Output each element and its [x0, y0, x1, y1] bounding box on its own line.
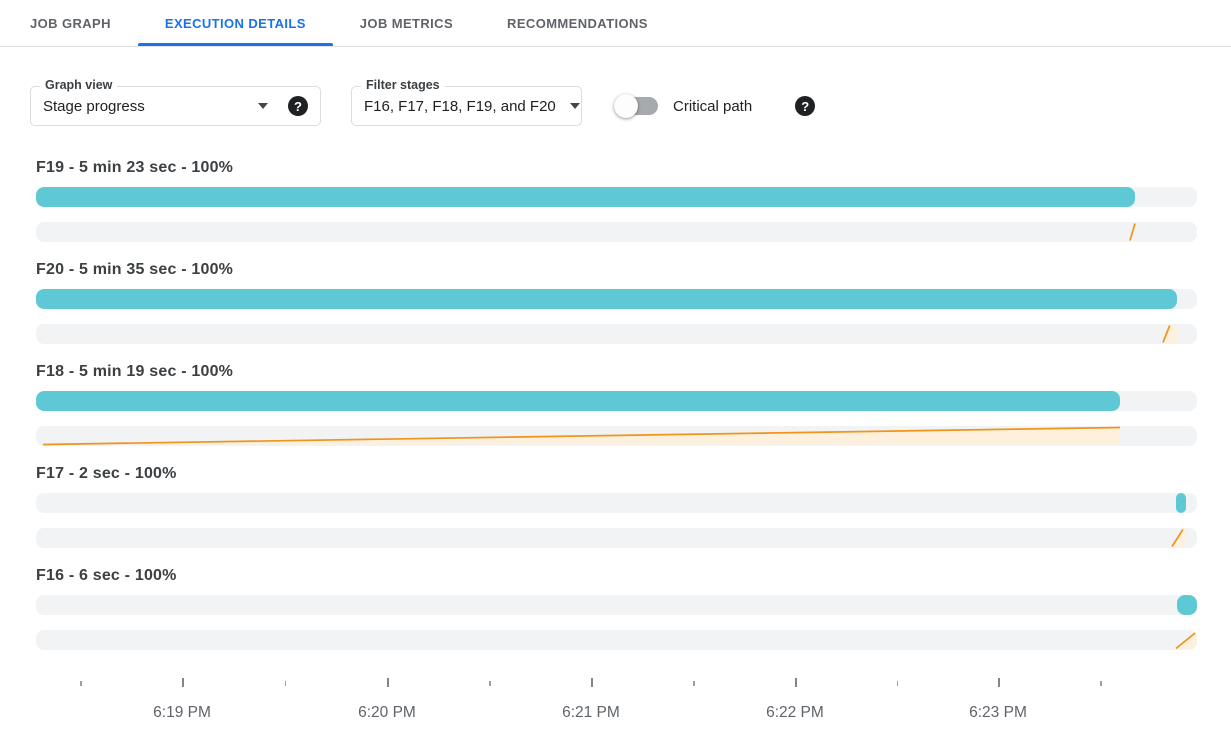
time-label: 6:22 PM: [766, 704, 824, 721]
stage-title: F18 - 5 min 19 sec - 100%: [36, 363, 234, 380]
major-tick: [998, 678, 1000, 687]
time-label: 6:23 PM: [969, 704, 1027, 721]
critical-path-sparkline: [1162, 325, 1178, 343]
filter-stages-select[interactable]: Filter stages F16, F17, F18, F19, and F2…: [351, 78, 582, 126]
help-icon[interactable]: ?: [288, 96, 308, 116]
stage-progress-bar[interactable]: [36, 595, 1197, 615]
tab-job-metrics[interactable]: JOB METRICS: [359, 15, 454, 31]
stage-progress-fill: [1177, 595, 1197, 615]
stage-progress-bar[interactable]: [36, 493, 1197, 513]
tab-execution-details[interactable]: EXECUTION DETAILS: [137, 0, 333, 46]
stage-title: F16 - 6 sec - 100%: [36, 567, 177, 584]
critical-path-sparkline: [1129, 223, 1136, 241]
chevron-down-icon: [258, 103, 268, 109]
stage-progress-fill: [1175, 493, 1186, 513]
critical-path-sparkline: [42, 426, 1121, 446]
execution-details-panel: Graph view Stage progress ? Filter stage…: [0, 78, 1231, 726]
minor-tick: [80, 681, 82, 686]
major-tick: [386, 678, 389, 687]
graph-view-select[interactable]: Graph view Stage progress ?: [30, 78, 321, 126]
critical-path-bar[interactable]: [36, 324, 1197, 344]
critical-path-sparkline: [1171, 529, 1186, 547]
graph-view-value: Stage progress: [43, 97, 145, 115]
stage-progress-fill: [36, 289, 1178, 309]
stage-row-f16: F16 - 6 sec - 100%: [36, 566, 1197, 650]
stage-progress-bar[interactable]: [36, 391, 1197, 411]
minor-tick: [896, 681, 899, 686]
stage-row-f18: F18 - 5 min 19 sec - 100%: [36, 362, 1197, 446]
filter-stages-value: F16, F17, F18, F19, and F20: [364, 97, 556, 115]
critical-path-bar[interactable]: [36, 630, 1197, 650]
chevron-down-icon: [569, 103, 580, 109]
time-axis: 6:19 PM 6:20 PM 6:21 PM 6:22 PM 6:23 PM: [36, 676, 1197, 726]
stage-progress-fill: [36, 187, 1135, 207]
stage-row-f20: F20 - 5 min 35 sec - 100%: [36, 260, 1197, 344]
stage-title: F17 - 2 sec - 100%: [36, 465, 177, 482]
controls-row: Graph view Stage progress ? Filter stage…: [30, 78, 1197, 126]
minor-tick: [693, 681, 695, 686]
tab-bar: JOB GRAPH EXECUTION DETAILS JOB METRICS REC…: [0, 0, 1231, 47]
tab-job-graph[interactable]: JOB GRAPH: [30, 15, 111, 31]
stage-row-f19: F19 - 5 min 23 sec - 100%: [36, 158, 1197, 242]
stage-row-f17: F17 - 2 sec - 100%: [36, 464, 1197, 548]
help-icon[interactable]: ?: [795, 96, 816, 116]
graph-view-label: Graph view: [40, 78, 118, 92]
time-axis-ticks: [36, 676, 1197, 690]
stage-progress-list: F19 - 5 min 23 sec - 100% F20 - 5 min 35 …: [36, 158, 1197, 650]
major-tick: [182, 678, 185, 687]
time-label: 6:20 PM: [358, 704, 416, 721]
major-tick: [590, 678, 593, 687]
minor-tick: [489, 681, 491, 686]
minor-tick: [1100, 681, 1102, 686]
major-tick: [794, 678, 797, 687]
time-axis-labels: 6:19 PM 6:20 PM 6:21 PM 6:22 PM 6:23 PM: [36, 704, 1197, 726]
stage-title: F19 - 5 min 23 sec - 100%: [36, 159, 234, 176]
critical-path-sparkline: [1175, 630, 1197, 650]
stage-progress-bar[interactable]: [36, 187, 1197, 207]
time-label: 6:19 PM: [153, 704, 211, 721]
stage-progress-bar[interactable]: [36, 289, 1197, 309]
stage-title: F20 - 5 min 35 sec - 100%: [36, 261, 234, 278]
minor-tick: [284, 681, 287, 686]
stage-progress-fill: [36, 391, 1121, 411]
toggle-knob: [614, 94, 638, 118]
critical-path-bar[interactable]: [36, 528, 1197, 548]
critical-path-bar[interactable]: [36, 426, 1197, 446]
tab-recommendations[interactable]: RECOMMENDATIONS: [507, 15, 648, 31]
filter-stages-label: Filter stages: [361, 78, 445, 92]
critical-path-label: Critical path: [673, 97, 753, 115]
critical-path-control: Critical path ?: [614, 94, 816, 118]
critical-path-toggle[interactable]: [614, 94, 660, 118]
critical-path-bar[interactable]: [36, 222, 1197, 242]
time-label: 6:21 PM: [562, 704, 620, 721]
